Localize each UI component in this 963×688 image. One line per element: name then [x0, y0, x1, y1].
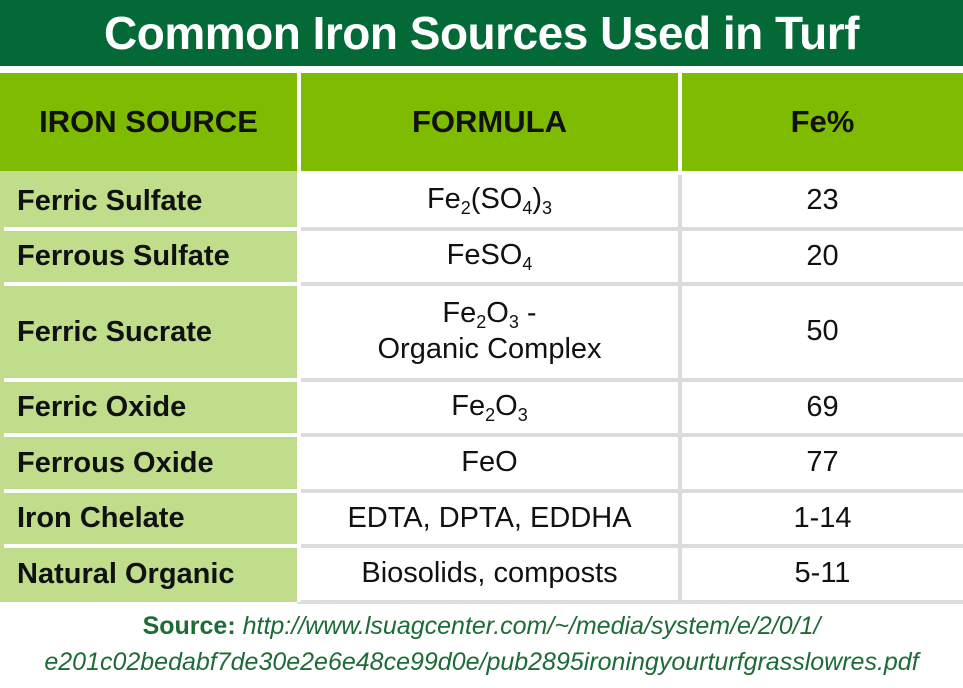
iron-source-cell: Iron Chelate [0, 493, 297, 544]
iron-source-cell: Natural Organic [0, 548, 297, 600]
fe-percent-cell: 20 [682, 231, 963, 282]
fe-percent-cell: 23 [682, 175, 963, 227]
fe-percent-cell: 77 [682, 437, 963, 489]
row-divider [4, 489, 297, 493]
source-url-line-1: http://www.lsuagcenter.com/~/media/syste… [242, 612, 821, 640]
header-iron-source: IRON SOURCE [0, 73, 297, 171]
row-divider [297, 544, 963, 548]
formula-cell: FeO [301, 437, 678, 489]
row-divider [4, 378, 297, 382]
table-row: Ferrous Sulfate FeSO4 20 [0, 231, 963, 282]
fe-percent-cell: 69 [682, 382, 963, 433]
source-url-line-2: e201c02bedabf7de30e2e6e48ce99d0e/pub2895… [44, 648, 919, 676]
table-row: Ferrous Oxide FeO 77 [0, 437, 963, 489]
formula-cell: Fe2O3 - Organic Complex [301, 286, 678, 378]
table-bottom-border [297, 600, 963, 604]
fe-percent-cell: 5-11 [682, 548, 963, 600]
table-row: Ferric Sulfate Fe2(SO4)3 23 [0, 175, 963, 227]
iron-source-cell: Ferric Sucrate [0, 286, 297, 378]
column-divider [297, 175, 301, 602]
source-citation: Source: http://www.lsuagcenter.com/~/med… [0, 608, 963, 680]
formula-cell: Fe2(SO4)3 [301, 175, 678, 227]
formula-cell: EDTA, DPTA, EDDHA [301, 493, 678, 544]
row-divider [297, 378, 963, 382]
table-row: Ferric Sucrate Fe2O3 - Organic Complex 5… [0, 286, 963, 378]
formula-cell: Fe2O3 [301, 382, 678, 433]
row-divider [4, 544, 297, 548]
header-fe-percent: Fe% [682, 73, 963, 171]
page-title: Common Iron Sources Used in Turf [0, 0, 963, 66]
table-row: Natural Organic Biosolids, composts 5-11 [0, 548, 963, 600]
row-divider [297, 433, 963, 437]
source-label: Source: [142, 612, 236, 640]
iron-source-cell: Ferric Oxide [0, 382, 297, 433]
column-divider [678, 175, 682, 602]
row-divider [4, 433, 297, 437]
header-formula: FORMULA [301, 73, 678, 171]
row-divider [297, 489, 963, 493]
iron-source-cell: Ferric Sulfate [0, 175, 297, 227]
fe-percent-cell: 1-14 [682, 493, 963, 544]
formula-cell: Biosolids, composts [301, 548, 678, 600]
table-row: Ferric Oxide Fe2O3 69 [0, 382, 963, 433]
row-divider [297, 282, 963, 286]
row-divider [4, 227, 297, 231]
row-divider [297, 227, 963, 231]
iron-source-cell: Ferrous Sulfate [0, 231, 297, 282]
iron-source-cell: Ferrous Oxide [0, 437, 297, 489]
row-divider [4, 282, 297, 286]
fe-percent-cell: 50 [682, 286, 963, 378]
table-row: Iron Chelate EDTA, DPTA, EDDHA 1-14 [0, 493, 963, 544]
formula-cell: FeSO4 [301, 231, 678, 282]
